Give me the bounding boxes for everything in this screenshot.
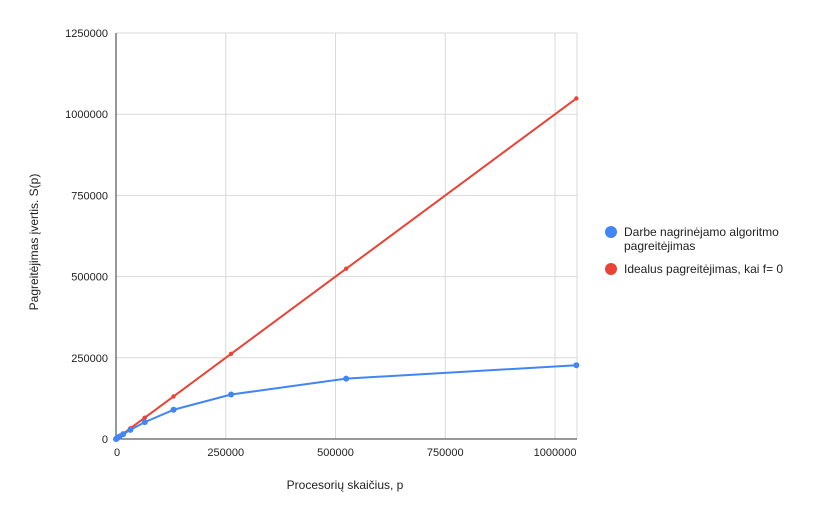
x-tick-label: 500000 bbox=[317, 447, 354, 459]
x-tick-labels: 0 250000 500000 750000 1000000 bbox=[114, 447, 576, 459]
data-point bbox=[574, 96, 579, 101]
series-group bbox=[113, 96, 580, 442]
legend-marker bbox=[605, 263, 617, 275]
y-tick-label: 1000000 bbox=[65, 109, 108, 121]
y-tick-label: 1250000 bbox=[65, 28, 108, 40]
legend-item: Idealus pagreitėjimas, kai f= 0 bbox=[605, 262, 783, 276]
data-point bbox=[343, 266, 349, 271]
y-tick-label: 500000 bbox=[71, 272, 108, 284]
x-tick-label: 0 bbox=[114, 447, 120, 459]
legend-label: pagreitėjimas bbox=[624, 239, 695, 253]
axes bbox=[115, 33, 577, 440]
y-axis-title: Pagreitėjimas įvertis. S(p) bbox=[27, 174, 41, 311]
data-point bbox=[171, 394, 176, 399]
x-tick-label: 250000 bbox=[207, 447, 244, 459]
y-tick-labels: 0 250000 500000 750000 1000000 1250000 bbox=[65, 28, 108, 446]
legend-label: Idealus pagreitėjimas, kai f= 0 bbox=[624, 262, 783, 276]
x-axis-title: Procesorių skaičius, p bbox=[287, 478, 404, 492]
data-point bbox=[573, 362, 580, 369]
legend-marker bbox=[605, 226, 617, 238]
series-1 bbox=[113, 96, 579, 442]
data-point bbox=[120, 431, 127, 438]
data-point bbox=[127, 426, 134, 433]
data-point bbox=[228, 391, 235, 398]
data-point bbox=[142, 415, 147, 420]
x-tick-label: 1000000 bbox=[534, 447, 577, 459]
data-point bbox=[141, 419, 148, 426]
y-tick-label: 750000 bbox=[71, 190, 108, 202]
data-point bbox=[343, 375, 350, 382]
grid-lines bbox=[116, 32, 578, 439]
y-tick-label: 0 bbox=[102, 434, 108, 446]
legend: Darbe nagrinėjamo algoritmopagreitėjimas… bbox=[605, 225, 783, 276]
data-point bbox=[170, 406, 177, 413]
data-point bbox=[228, 351, 234, 357]
series-0 bbox=[113, 362, 580, 442]
x-tick-label: 750000 bbox=[427, 447, 464, 459]
legend-label: Darbe nagrinėjamo algoritmo bbox=[624, 225, 779, 239]
y-tick-label: 250000 bbox=[71, 353, 108, 365]
